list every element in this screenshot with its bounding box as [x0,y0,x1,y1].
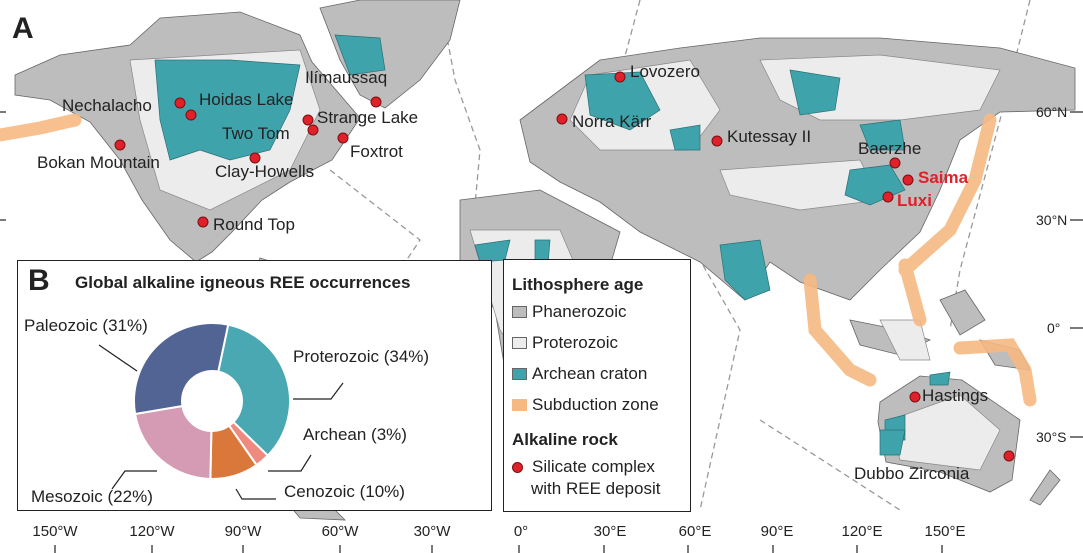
site-label: Lovozero [630,62,700,81]
legend: Lithosphere age Phanerozoic Proterozoic … [503,259,691,512]
site-label: Norra Kärr [572,112,652,131]
site-marker [302,114,314,126]
site-marker [197,216,209,228]
site-marker [909,391,921,403]
lon-label: 30°W [413,523,451,540]
site-label-highlight: Saima [918,168,969,187]
site-label: Baerzhe [858,139,922,158]
legend-item-site-line2: with REE deposit [531,479,660,499]
leader-lines [18,141,394,261]
site-label: Hoidas Lake [199,90,294,109]
site-marker [711,135,723,147]
site-marker [902,174,914,186]
lon-label: 90°W [224,523,262,540]
legend-label: Proterozoic [532,333,618,352]
subduction-zones [0,113,1037,407]
pie-label-paleozoic: Paleozoic (31%) [24,316,148,335]
site-label: Nechalacho [62,96,152,115]
legend-heading-age: Lithosphere age [512,275,644,294]
panel-a-letter: A [12,12,34,45]
lon-label: 150°E [924,523,966,540]
archean-cratons [154,34,951,456]
lon-label: 60°E [678,523,712,540]
donut-slice-paleozoic [133,322,230,416]
site-marker [882,191,894,203]
lon-ticks [54,545,943,553]
site-marker [174,97,186,109]
legend-label: Silicate complex [532,457,655,476]
archean-swatch [512,368,527,380]
legend-item-archean: Archean craton [512,364,647,384]
lon-label: 120°W [129,523,175,540]
site-marker-icon [512,461,523,473]
site-marker [249,152,261,164]
pie-label-mesozoic: Mesozoic (22%) [31,487,153,506]
site-label: Strange Lake [317,108,419,127]
site-label: Bokan Mountain [37,153,160,172]
lat-label: 30°N [1036,212,1068,228]
site-label: Ilímaussaq [305,68,388,87]
site-label: Clay-Howells [215,162,315,181]
legend-label: Phanerozoic [532,302,627,321]
site-label: Hastings [922,386,989,405]
lon-label: 0° [513,523,529,540]
legend-label: Subduction zone [532,395,659,414]
site-marker [337,132,349,144]
site-label: Kutessay II [727,127,812,146]
site-marker [114,139,126,151]
greenland [319,0,461,109]
southeast-asia-islands [849,289,1031,371]
legend-item-phanerozoic: Phanerozoic [512,302,627,322]
legend-item-proterozoic: Proterozoic [512,333,618,353]
site-label: Two Tom [222,124,290,143]
site-marker [185,109,197,121]
site-label: Foxtrot [350,142,403,161]
lat-label: 0° [1047,320,1061,336]
site-marker [614,71,626,83]
lat-label: 60°N [1036,104,1068,120]
lat-label: 30°S [1036,429,1067,445]
lat-ticks [0,111,1083,438]
lon-label: 120°E [841,523,883,540]
pie-label-cenozoic: Cenozoic (10%) [284,482,405,501]
site-marker [307,124,319,136]
panel-b-letter: B [28,264,50,297]
legend-heading-rock: Alkaline rock [512,430,618,449]
subduction-swatch [512,399,527,411]
donut-svg [1,1,476,252]
site-label: Round Top [213,215,295,234]
donut-slice-proterozoic [217,323,291,457]
legend-label: Archean craton [532,364,648,383]
lon-label: 60°W [321,523,359,540]
site-label-highlight: Luxi [897,191,932,210]
site-marker [889,157,901,169]
leader-lines [98,344,344,500]
proterozoic-swatch [512,337,527,349]
lon-label: 30°E [593,523,627,540]
site-label: Dubbo Zirconia [854,464,970,483]
chart-title: Global alkaline igneous REE occurrences [75,273,411,292]
phanerozoic-swatch [512,306,527,318]
site-marker [370,96,382,108]
legend-item-site: Silicate complex [512,457,655,477]
lon-label: 90°E [760,523,794,540]
legend-label: with REE deposit [531,479,661,498]
site-marker [556,113,568,125]
legend-item-subduction: Subduction zone [512,395,659,415]
new-zealand [1029,469,1061,506]
site-marker [1003,450,1015,462]
donut-slices [133,322,291,481]
pie-label-proterozoic: Proterozoic (34%) [293,347,430,366]
donut-slice-mesozoic [133,404,213,481]
pie-label-archean: Archean (3%) [303,425,407,444]
panel-b-donut-chart: B Global alkaline igneous REE occurrence… [17,260,492,511]
lon-label: 150°W [32,523,78,540]
